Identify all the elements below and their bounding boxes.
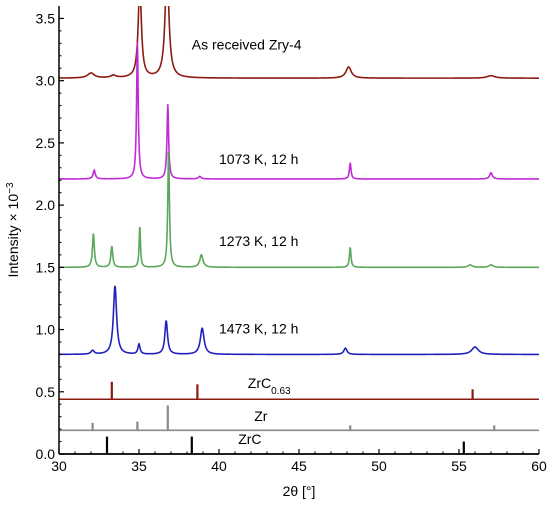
annotation-7: ZrC — [238, 431, 261, 447]
y-tick-label-8: 3.5 — [36, 10, 56, 26]
x-tick-label-2: 35 — [131, 458, 147, 474]
y-tick-label-2: 0.5 — [36, 384, 56, 400]
y-tick-label-4: 1.5 — [36, 259, 56, 275]
annotation-4: 1473 K, 12 h — [219, 320, 298, 336]
x-tick-label-6: 55 — [451, 458, 467, 474]
y-axis-label-exponent: −3 — [5, 182, 16, 194]
x-tick-label-7: 60 — [531, 458, 547, 474]
annotation-layer: As received Zry-4 1073 K, 12 h 1273 K, 12 … — [192, 37, 302, 447]
x-tick-label-1: 30 — [51, 458, 67, 474]
y-tick-label-3: 1.0 — [36, 322, 56, 338]
series-line-3 — [59, 151, 539, 269]
axes-layer: 30 35 40 45 50 55 60 0.0 0.5 1.0 1.5 2.0 2.5 3.0 3.5 — [36, 6, 547, 474]
y-axis-label: Intensity × 10−3 — [5, 182, 22, 278]
series-line-1 — [59, 6, 539, 79]
x-tick-label-5: 50 — [371, 458, 387, 474]
y-tick-label-5: 2.0 — [36, 197, 56, 213]
annotation-6: Zr — [254, 408, 268, 424]
y-tick-label-7: 3.0 — [36, 73, 56, 89]
annotation-2: 1073 K, 12 h — [219, 151, 298, 167]
reference-layer — [59, 381, 539, 455]
series-line-2 — [59, 41, 539, 180]
y-axis-label-main: Intensity × 10 — [5, 194, 21, 278]
y-tick-label-1: 0.0 — [36, 446, 56, 462]
x-tick-label-3: 40 — [211, 458, 227, 474]
x-tick-label-4: 45 — [291, 458, 307, 474]
x-axis-label: 2θ [°] — [283, 483, 316, 499]
annotation-3: 1273 K, 12 h — [219, 233, 298, 249]
annotation-1: As received Zry-4 — [192, 37, 302, 53]
annotation-5: ZrC0.63 — [248, 375, 291, 397]
y-tick-label-6: 2.5 — [36, 135, 56, 151]
series-layer — [59, 6, 539, 356]
series-line-4 — [59, 285, 539, 356]
